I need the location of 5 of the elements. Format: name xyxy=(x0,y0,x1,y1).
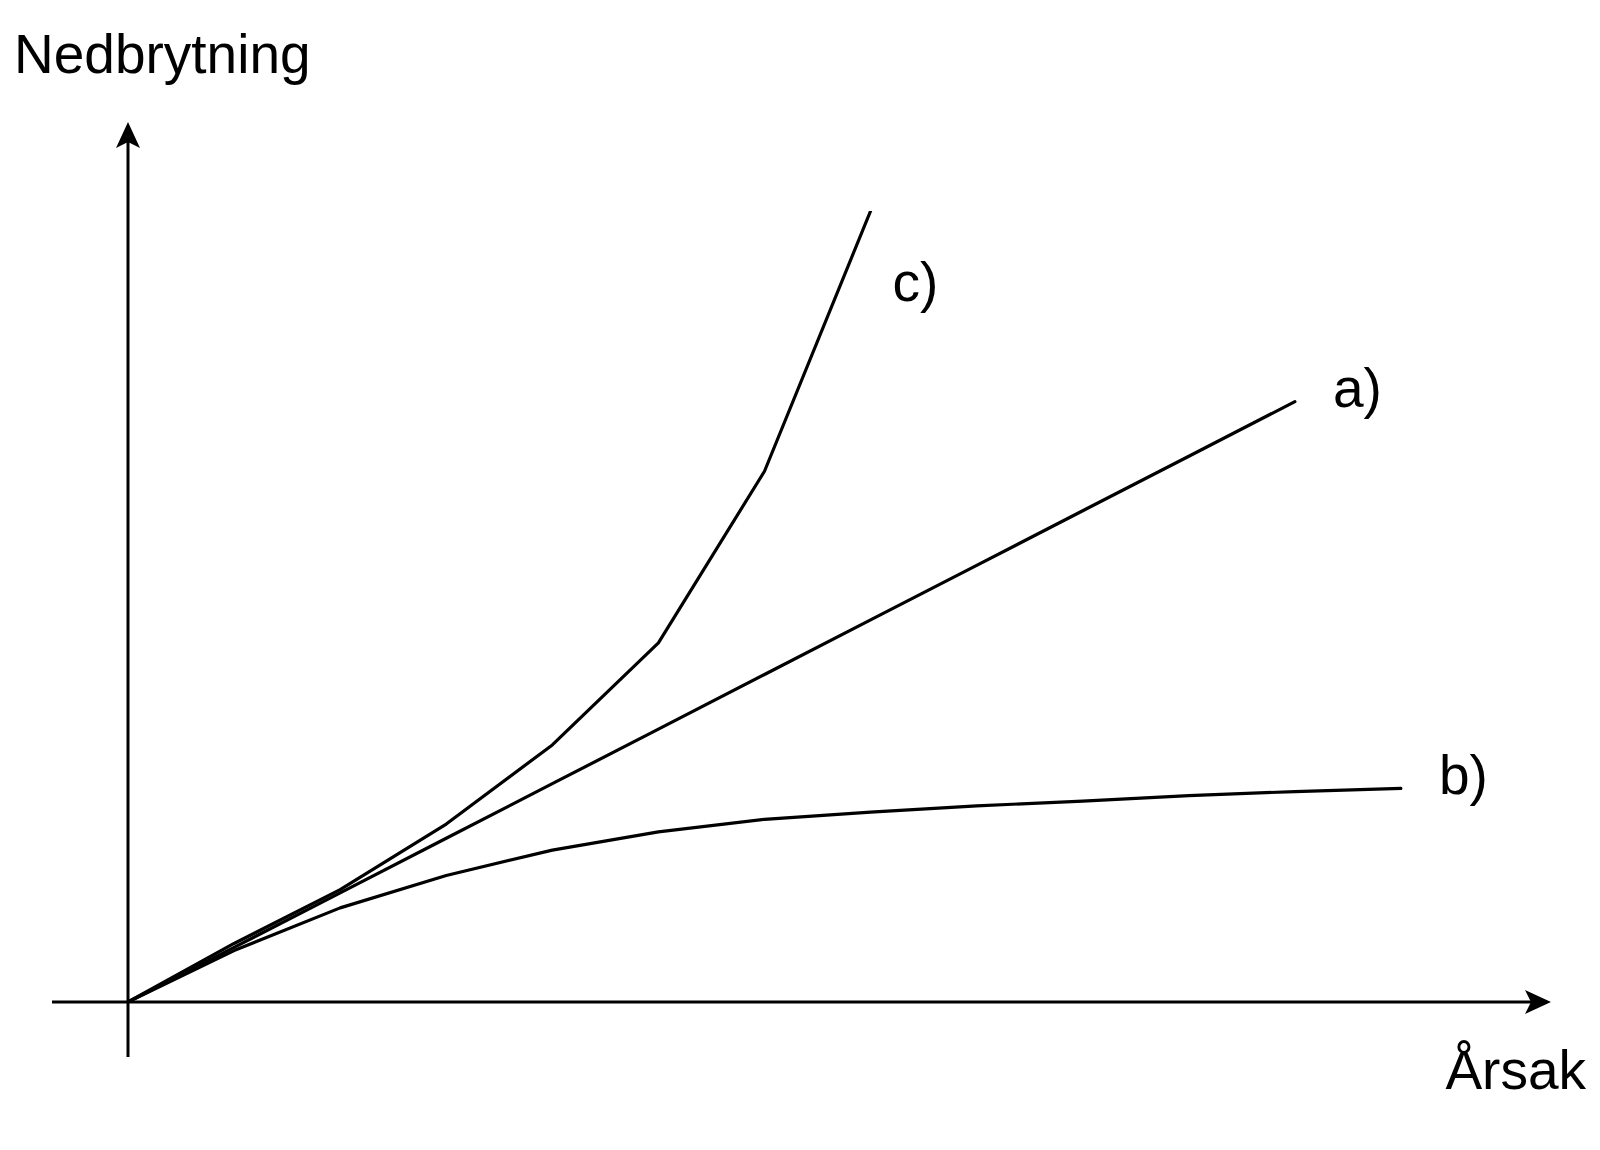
series-label: b) xyxy=(1439,743,1488,806)
y-axis-title: Nedbrytning xyxy=(14,23,311,86)
x-axis-title: Årsak xyxy=(1445,1039,1587,1102)
series-label: c) xyxy=(892,251,939,314)
series-label: a) xyxy=(1332,356,1382,419)
